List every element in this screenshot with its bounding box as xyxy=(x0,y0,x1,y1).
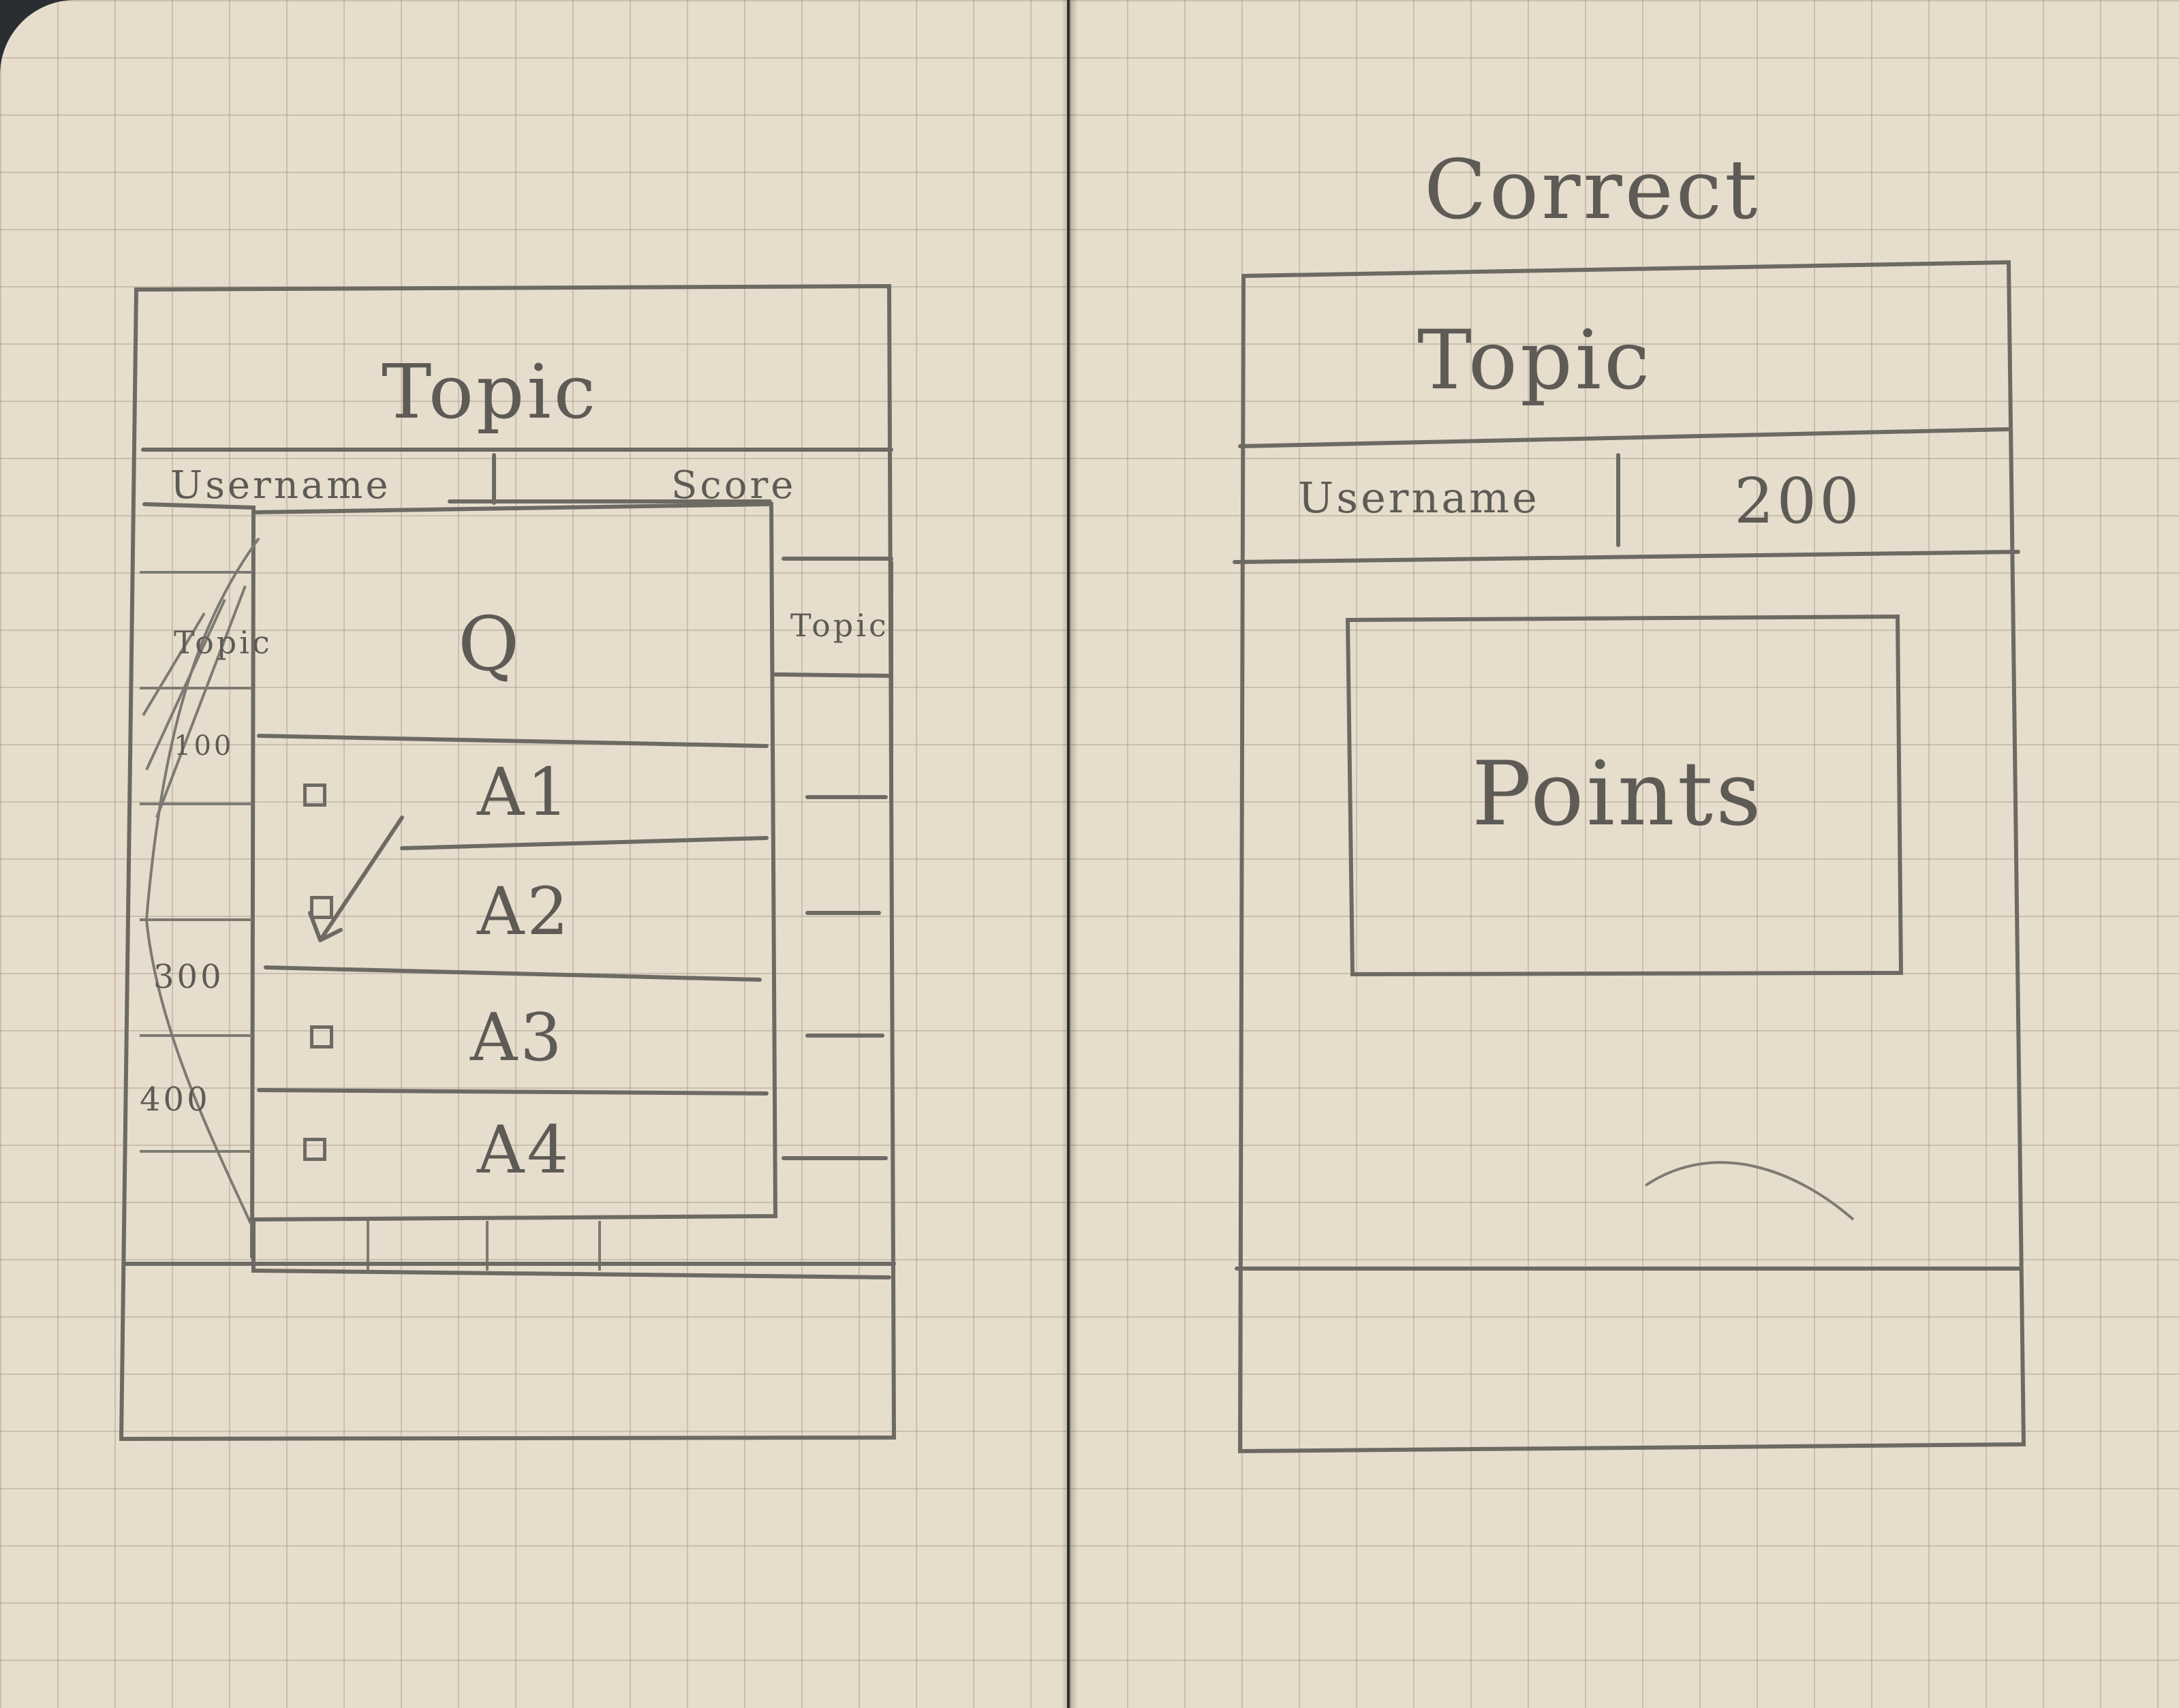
answer-checkbox[interactable] xyxy=(303,783,326,807)
answer-label[interactable]: A3 xyxy=(470,999,565,1076)
wireframe-quiz-screen: Topic Username Score Topic 100 300 400 T… xyxy=(0,0,1067,1708)
answer-label[interactable]: A2 xyxy=(477,873,572,950)
left-sidebar-value[interactable]: 300 xyxy=(153,958,224,996)
left-sidebar-value[interactable]: 100 xyxy=(174,730,234,762)
quiz-screen-lines xyxy=(119,283,897,1442)
points-label: Points xyxy=(1472,742,1764,845)
right-sidebar-topic-label[interactable]: Topic xyxy=(790,607,889,644)
notebook-gutter xyxy=(1062,0,1078,1708)
answer-checkbox-checked[interactable] xyxy=(310,896,333,919)
answer-label[interactable]: A4 xyxy=(477,1112,572,1188)
question-label: Q xyxy=(458,600,523,687)
notebook-page-right xyxy=(1070,0,2179,1708)
answer-label[interactable]: A1 xyxy=(477,754,572,830)
result-username-label: Username xyxy=(1298,473,1540,523)
result-title: Correct xyxy=(1424,143,1761,238)
quiz-header-title: Topic xyxy=(382,348,599,435)
answer-checkbox[interactable] xyxy=(310,1025,333,1049)
quiz-score-label: Score xyxy=(671,463,797,508)
quiz-username-label: Username xyxy=(170,463,391,508)
answer-checkbox[interactable] xyxy=(303,1138,326,1161)
left-sidebar-topic-label[interactable]: Topic xyxy=(174,624,273,661)
result-score-value: 200 xyxy=(1734,465,1862,538)
left-sidebar-value[interactable]: 400 xyxy=(140,1081,211,1119)
result-header-title: Topic xyxy=(1417,313,1653,408)
